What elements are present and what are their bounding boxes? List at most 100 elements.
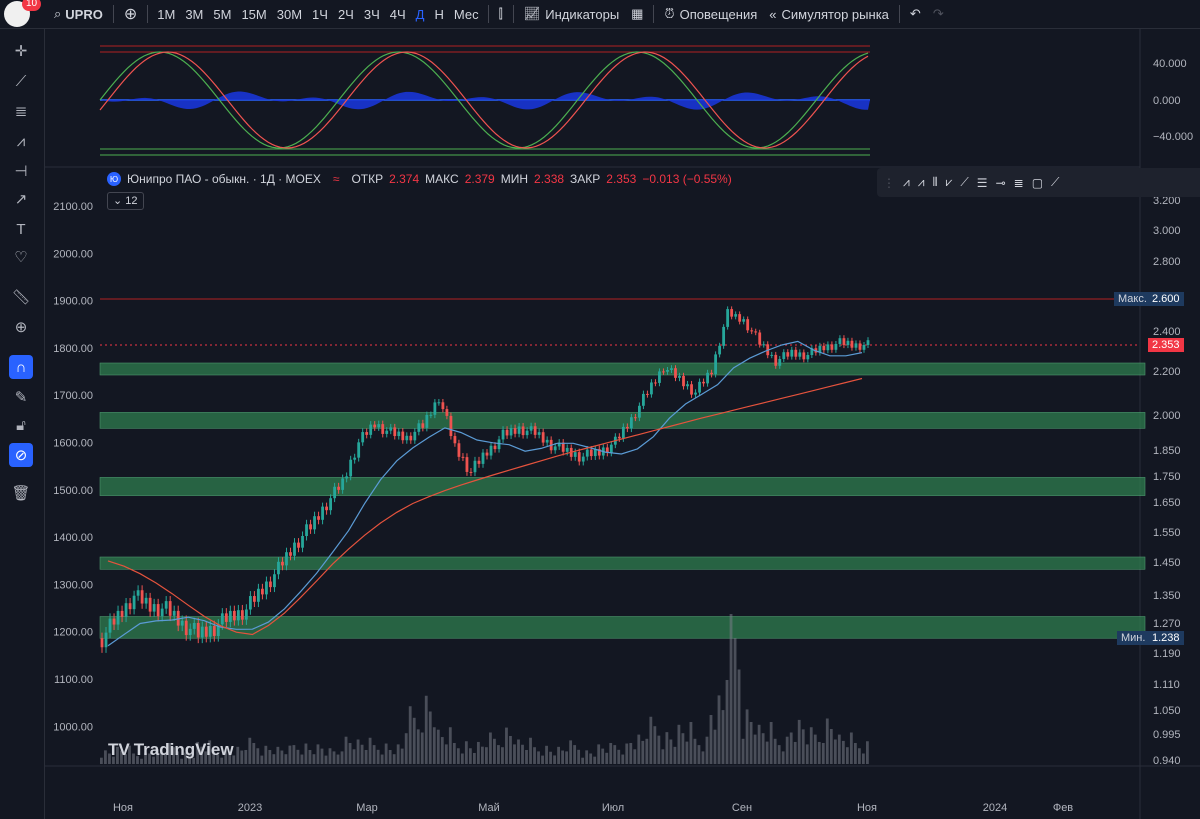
timeframe-8[interactable]: 4Ч <box>389 6 406 22</box>
compare-button[interactable]: ⊕ <box>118 0 143 28</box>
volume-bar <box>761 733 765 764</box>
volume-bar <box>416 729 420 764</box>
candle-body <box>160 608 164 617</box>
icon-tool[interactable]: ♡ <box>9 245 33 269</box>
hide-drawings-tool[interactable]: ⊘ <box>9 443 33 467</box>
candle-body <box>650 382 653 395</box>
volume-bar <box>729 614 733 764</box>
timeframe-5[interactable]: 1Ч <box>312 6 328 22</box>
pattern-tool[interactable]: ⩘ <box>9 129 33 153</box>
ray-icon[interactable]: ⟋ <box>1051 175 1060 189</box>
layouts-button[interactable]: ▦ <box>625 0 649 28</box>
volume-bar <box>769 722 773 764</box>
candle-body <box>694 392 697 395</box>
forecast-tool[interactable]: ↗ <box>9 187 33 211</box>
heart-icon: ♡ <box>14 249 28 266</box>
fib-tool[interactable]: ≣ <box>9 99 33 123</box>
volume-bar <box>300 754 304 764</box>
alerts-button[interactable]: ⏰︎ Оповещения <box>658 0 763 28</box>
volume-bar <box>436 729 440 764</box>
remove-drawings-tool[interactable]: 🗑︎ <box>9 481 33 505</box>
candle-body <box>261 588 264 595</box>
rectangle-icon[interactable]: ▢ <box>1031 175 1044 190</box>
drag-handle-icon[interactable]: ⋮ <box>883 175 895 190</box>
volume-bar <box>100 757 103 764</box>
indicators-collapse-button[interactable]: ⌄ 12 <box>107 192 144 210</box>
support-zone-2 <box>99 477 1146 496</box>
candle-body <box>252 596 256 602</box>
volume-bar <box>713 729 717 764</box>
abcd-pattern-icon[interactable]: ⩘ <box>917 175 925 189</box>
right-axis-tick: 1.110 <box>1153 679 1180 691</box>
trend-line-icon[interactable]: ⟋ <box>960 175 969 189</box>
candle-body <box>200 626 204 638</box>
timeframe-6[interactable]: 2Ч <box>337 6 354 22</box>
volume-bar <box>673 746 677 764</box>
left-axis-tick: 2100.00 <box>53 201 93 213</box>
chart-type-button[interactable]: ⫿ <box>493 0 509 28</box>
right-axis-tick: 0.995 <box>1153 729 1181 741</box>
elliott-wave-icon[interactable]: ⩘ <box>903 175 910 189</box>
candle-body <box>188 628 192 636</box>
volume-bar <box>408 706 412 764</box>
rewind-icon: « <box>769 6 777 22</box>
pitchfork-icon[interactable]: ⫴ <box>932 175 938 189</box>
timeframe-1[interactable]: 3М <box>185 6 204 22</box>
symbol-title[interactable]: Юнипро ПАО - обыкн. · 1Д · MOEX <box>127 172 321 186</box>
volume-bar <box>801 729 805 764</box>
volume-bar <box>577 749 581 764</box>
magnet-tool[interactable]: ∩ <box>9 355 33 379</box>
indicators-button[interactable]: 📈︎ Индикаторы <box>518 0 625 28</box>
avatar[interactable]: 10 <box>4 0 42 27</box>
high-value: 2.379 <box>464 172 495 186</box>
replay-label: Симулятор рынка <box>781 6 889 22</box>
compare-wave-icon[interactable]: ≈ <box>332 172 340 186</box>
timeframe-10[interactable]: Н <box>434 6 444 22</box>
timeframe-7[interactable]: 3Ч <box>363 6 380 22</box>
time-axis-label: Фев <box>1053 802 1073 814</box>
left-axis-tick: 1000.00 <box>53 721 93 733</box>
horizontal-ray-icon[interactable]: ⊸ <box>995 175 1006 190</box>
timeframe-4[interactable]: 30М <box>276 6 303 22</box>
projection-tool[interactable]: ⊣ <box>9 159 33 183</box>
timeframe-3[interactable]: 15М <box>241 6 267 22</box>
osc-histogram <box>100 91 870 110</box>
trend-line-tool[interactable]: ⟋ <box>9 69 33 93</box>
volume-bar <box>228 751 232 764</box>
undo-button[interactable]: ↶ <box>904 0 927 28</box>
volume-bar <box>144 752 147 764</box>
fib-retracement-icon[interactable]: ≣ <box>1013 175 1024 190</box>
text-tool[interactable]: T <box>9 217 33 241</box>
candle-body <box>541 432 545 443</box>
volume-bar <box>328 748 332 764</box>
volume-bar <box>124 754 127 764</box>
timeframe-11[interactable]: Мес <box>453 6 479 22</box>
lock-tool[interactable]: 🔓︎ <box>9 413 33 437</box>
stay-drawing-tool[interactable]: ✎ <box>9 385 33 409</box>
xabcd-pattern-icon[interactable]: ⩗ <box>945 175 953 189</box>
candle-body <box>782 352 786 359</box>
zoom-tool[interactable]: ⊕ <box>9 315 33 339</box>
timeframe-9[interactable]: Д <box>415 6 425 22</box>
volume-bar <box>681 733 685 764</box>
candle-body <box>633 417 637 419</box>
timeframe-0[interactable]: 1М <box>157 6 176 22</box>
chevron-down-icon: ⌄ <box>113 195 123 207</box>
crosshair-tool[interactable]: ✛ <box>9 39 33 63</box>
redo-button[interactable]: ↷ <box>927 0 950 28</box>
alerts-label: Оповещения <box>679 6 758 22</box>
candle-body <box>746 319 750 331</box>
parallel-channel-icon[interactable]: ☰ <box>976 175 988 190</box>
replay-button[interactable]: «Симулятор рынка <box>763 0 895 28</box>
volume-bar <box>168 743 171 764</box>
chart-canvas[interactable]: 40.000 0.000 −40.000 2100.00 2000.00 1900.00 1… <box>45 29 1200 819</box>
volume-bar <box>485 747 488 764</box>
candle-body <box>730 309 734 317</box>
time-axis-label: Ноя <box>857 802 877 814</box>
symbol-search-button[interactable]: ⌕ UPRO <box>48 0 109 28</box>
volume-bar <box>164 752 167 764</box>
volume-bar <box>521 744 524 764</box>
timeframe-2[interactable]: 5М <box>213 6 232 22</box>
candle-body <box>269 581 272 588</box>
ruler-tool[interactable]: 📏︎ <box>9 285 33 309</box>
